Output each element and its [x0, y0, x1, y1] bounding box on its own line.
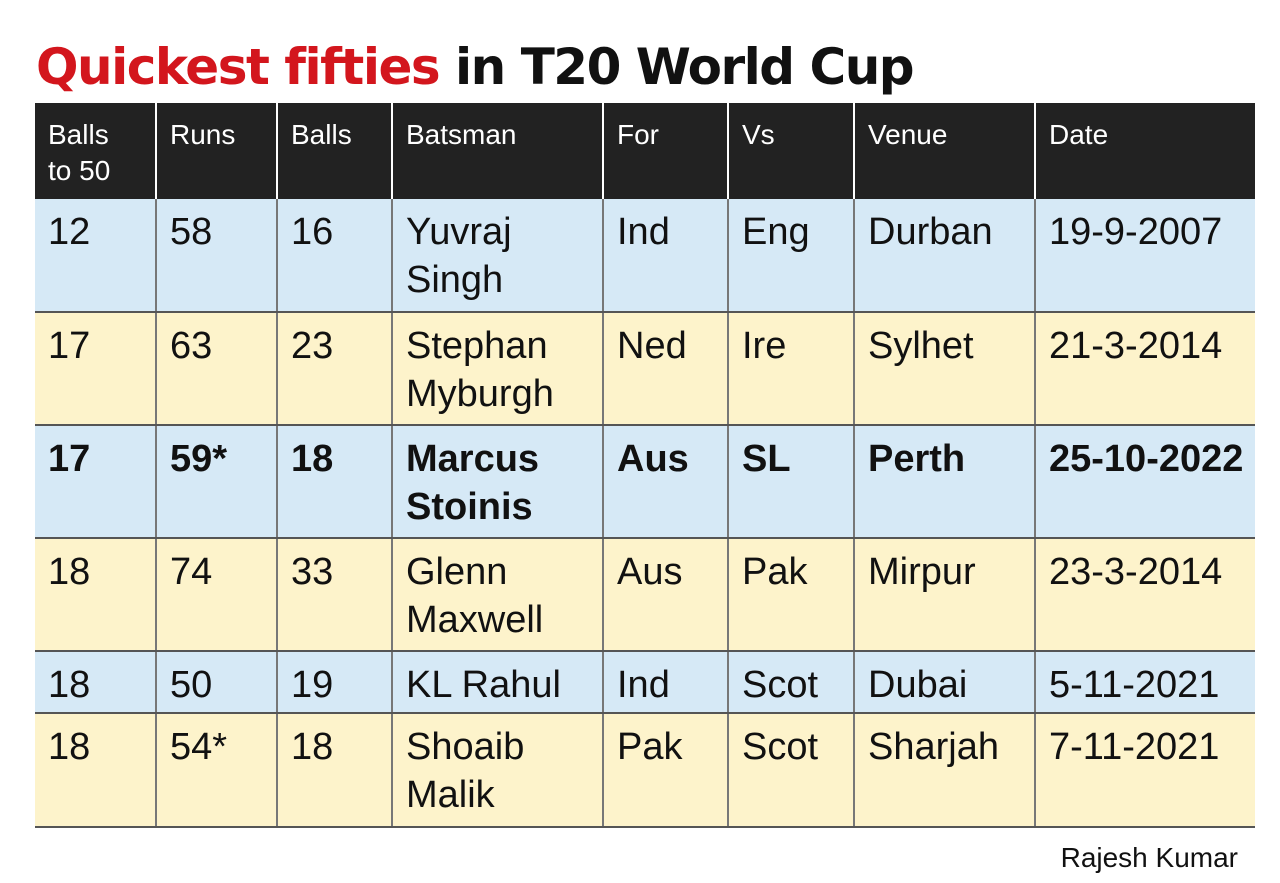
batsman-last-name: Singh — [406, 259, 504, 301]
batsman-last-name: Myburgh — [406, 373, 554, 415]
cell-batsman: Glenn Maxwell — [391, 538, 603, 652]
cell-for: Aus — [602, 538, 728, 652]
batsman-last-name: Maxwell — [406, 599, 544, 641]
cell-venue: Durban — [853, 199, 1035, 313]
batsman-first-name: KL Rahul — [406, 664, 561, 706]
cell-runs: 50 — [155, 651, 277, 714]
batsman-last-name: Malik — [406, 774, 495, 816]
header-row: Balls to 50 Runs Balls Batsman For Vs Ven… — [35, 103, 1255, 199]
cell-venue: Sylhet — [853, 312, 1035, 426]
cell-balls-to-50: 18 — [35, 538, 156, 652]
col-header-balls: Balls — [276, 103, 392, 199]
cell-date: 23-3-2014 — [1034, 538, 1255, 652]
table-row: 17 63 23 Stephan Myburgh Ned Ire Sylhet 21-3-201… — [35, 312, 1255, 426]
cell-date: 19-9-2007 — [1034, 199, 1255, 313]
cell-balls-to-50: 17 — [35, 312, 156, 426]
table-body: 12 58 16 Yuvraj Singh Ind Eng Durban 19-9-2007 17… — [35, 199, 1255, 828]
col-header-for: For — [602, 103, 728, 199]
cell-runs: 63 — [155, 312, 277, 426]
table-row: 12 58 16 Yuvraj Singh Ind Eng Durban 19-9-2007 — [35, 199, 1255, 313]
batsman-first-name: Yuvraj — [406, 211, 512, 253]
cell-balls-to-50: 12 — [35, 199, 156, 313]
cell-balls-to-50: 18 — [35, 651, 156, 714]
cell-venue: Mirpur — [853, 538, 1035, 652]
cell-vs: Scot — [727, 713, 854, 828]
cell-date: 25-10-2022 — [1034, 425, 1255, 539]
cell-venue: Sharjah — [853, 713, 1035, 828]
col-header-balls-to-50: Balls to 50 — [35, 103, 156, 199]
chart-title: Quickest fifties in T20 World Cup — [36, 34, 915, 100]
cell-balls: 33 — [276, 538, 392, 652]
batsman-first-name: Marcus — [406, 438, 540, 480]
cell-balls: 16 — [276, 199, 392, 313]
batsman-first-name: Stephan — [406, 325, 548, 367]
table-row: 18 50 19 KL Rahul Ind Scot Dubai 5-11-2021 — [35, 651, 1255, 714]
batsman-first-name: Glenn — [406, 551, 508, 593]
cell-balls-to-50: 17 — [35, 425, 156, 539]
cell-runs: 58 — [155, 199, 277, 313]
cell-for: Ind — [602, 199, 728, 313]
cell-batsman: KL Rahul — [391, 651, 603, 714]
col-header-venue: Venue — [853, 103, 1035, 199]
title-highlight: Quickest fifties — [36, 38, 441, 96]
cell-runs: 74 — [155, 538, 277, 652]
cell-vs: Eng — [727, 199, 854, 313]
cell-balls: 18 — [276, 713, 392, 828]
cell-vs: Scot — [727, 651, 854, 714]
cell-venue: Perth — [853, 425, 1035, 539]
cell-balls: 23 — [276, 312, 392, 426]
table-row: 18 54* 18 Shoaib Malik Pak Scot Sharjah 7-11-202… — [35, 713, 1255, 828]
cell-date: 5-11-2021 — [1034, 651, 1255, 714]
col-header-vs: Vs — [727, 103, 854, 199]
cell-batsman: Stephan Myburgh — [391, 312, 603, 426]
cell-balls-to-50: 18 — [35, 713, 156, 828]
cell-balls: 19 — [276, 651, 392, 714]
col-header-runs: Runs — [155, 103, 277, 199]
cell-for: Pak — [602, 713, 728, 828]
table-row: 17 59* 18 Marcus Stoinis Aus SL Perth 25-10-2022 — [35, 425, 1255, 539]
batsman-first-name: Shoaib — [406, 726, 525, 768]
cell-for: Aus — [602, 425, 728, 539]
cell-venue: Dubai — [853, 651, 1035, 714]
cell-runs: 59* — [155, 425, 277, 539]
cell-vs: SL — [727, 425, 854, 539]
table-row: 18 74 33 Glenn Maxwell Aus Pak Mirpur 23-3-2014 — [35, 538, 1255, 652]
author-credit: Rajesh Kumar — [1060, 842, 1238, 873]
batsman-last-name: Stoinis — [406, 486, 533, 528]
col-header-batsman: Batsman — [391, 103, 603, 199]
cell-date: 7-11-2021 — [1034, 713, 1255, 828]
cell-vs: Pak — [727, 538, 854, 652]
col-header-date: Date — [1034, 103, 1255, 199]
cell-balls: 18 — [276, 425, 392, 539]
cell-batsman: Yuvraj Singh — [391, 199, 603, 313]
fifties-table: Balls to 50 Runs Balls Batsman For Vs Ven… — [35, 103, 1255, 828]
cell-batsman: Marcus Stoinis — [391, 425, 603, 539]
title-rest: in T20 World Cup — [455, 38, 915, 96]
cell-for: Ned — [602, 312, 728, 426]
cell-batsman: Shoaib Malik — [391, 713, 603, 828]
cell-vs: Ire — [727, 312, 854, 426]
cell-for: Ind — [602, 651, 728, 714]
cell-date: 21-3-2014 — [1034, 312, 1255, 426]
cell-runs: 54* — [155, 713, 277, 828]
